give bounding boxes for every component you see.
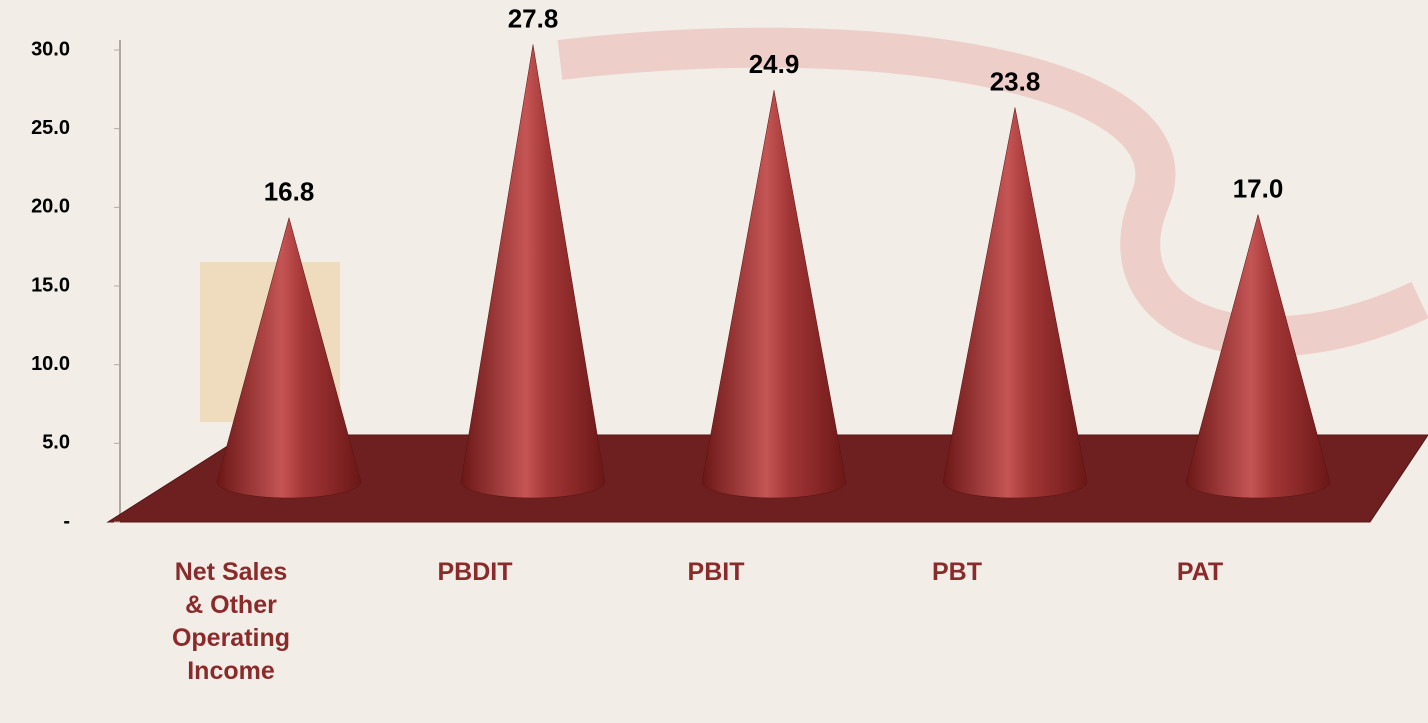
value-label: 16.8 [264, 177, 315, 207]
cone [461, 45, 605, 498]
chart: - 5.0 10.0 15.0 20.0 25.0 30.0 16.8 27.8 24.9 23.8… [0, 0, 1428, 723]
y-tick-label: 30.0 [31, 38, 70, 60]
x-tick-label: PAT [1100, 556, 1300, 589]
y-tick-label: 15.0 [31, 274, 70, 296]
value-label: 17.0 [1233, 173, 1284, 203]
value-label: 24.9 [749, 49, 800, 79]
x-tick-label: Net Sales & Other Operating Income [131, 556, 331, 688]
value-label: 27.8 [508, 3, 559, 33]
y-tick-label: 10.0 [31, 353, 70, 375]
y-tick-label: 20.0 [31, 196, 70, 218]
x-tick-label: PBDIT [375, 556, 575, 589]
y-tick-label: - [63, 510, 70, 532]
value-label: 23.8 [990, 66, 1041, 96]
x-tick-label: PBT [857, 556, 1057, 589]
cone [943, 108, 1087, 498]
cone [702, 90, 846, 498]
y-tick-label: 5.0 [42, 432, 70, 454]
cone [1186, 215, 1330, 498]
y-tick-label: 25.0 [31, 117, 70, 139]
x-tick-label: PBIT [616, 556, 816, 589]
